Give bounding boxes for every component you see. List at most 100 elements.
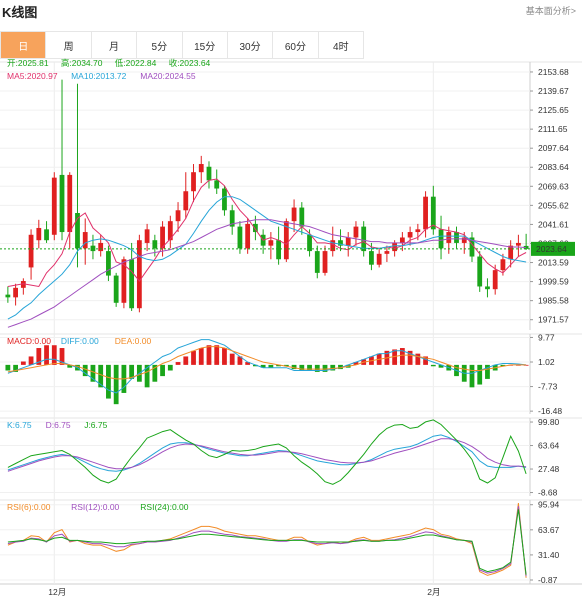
y-tick-label: -7.73 <box>538 382 558 392</box>
macd-bar <box>20 361 26 365</box>
candle-body <box>392 242 398 252</box>
macd-bar <box>314 364 320 372</box>
candle-body <box>469 237 475 257</box>
legend-item: 高:2034.70 <box>61 58 103 68</box>
macd-bar <box>36 348 42 365</box>
y-tick-label: 1999.59 <box>538 277 569 287</box>
candle-body <box>492 270 498 290</box>
macd-bar <box>183 356 189 365</box>
legend-item: MA5:2020.97 <box>7 71 58 81</box>
x-tick-label: 2月 <box>427 587 440 597</box>
macd-bar <box>237 356 243 365</box>
candle-body <box>121 259 127 303</box>
candle-body <box>515 242 521 246</box>
tab-7[interactable]: 4时 <box>333 41 349 53</box>
macd-bar <box>160 364 165 377</box>
tab-1[interactable]: 周 <box>46 32 92 58</box>
legend-item: 收:2023.64 <box>169 58 211 68</box>
candle-body <box>361 226 367 252</box>
last-price-tag <box>531 241 575 256</box>
legend-item: 开:2025.81 <box>7 58 49 68</box>
macd-bar <box>90 364 96 382</box>
macd-bar <box>438 364 444 368</box>
y-tick-label: 2055.62 <box>538 200 569 210</box>
y-tick-label: 1985.58 <box>538 296 569 306</box>
legend-item: DEA:0.00 <box>115 336 152 346</box>
y-tick-label: 2111.65 <box>538 124 568 134</box>
tab-3[interactable]: 5分 <box>137 32 183 58</box>
macd-bar <box>51 345 57 365</box>
candle-body <box>191 172 196 192</box>
macd-bar <box>59 348 65 365</box>
y-tick-label: 63.64 <box>538 441 560 451</box>
macd-bar <box>469 364 475 388</box>
macd-dea-line <box>7 346 527 380</box>
macd-bar <box>222 348 227 365</box>
legend-item: MA10:2013.72 <box>71 71 127 81</box>
macd-bar <box>322 364 328 372</box>
tab-0[interactable]: 日 <box>1 32 47 58</box>
legend-item: K:6.75 <box>7 420 32 430</box>
macd-bar <box>252 364 258 367</box>
candle-body <box>5 294 11 298</box>
macd-bar <box>44 345 49 365</box>
tab-4[interactable]: 15分 <box>183 32 228 58</box>
candle-body <box>136 240 142 309</box>
legend-item: 低:2022.84 <box>115 58 157 68</box>
macd-bar <box>129 364 135 379</box>
candle-body <box>75 213 80 249</box>
macd-bar <box>198 348 204 365</box>
candle-body <box>36 227 42 241</box>
candle-body <box>407 232 413 238</box>
candle-body <box>423 196 428 230</box>
candle-body <box>67 174 73 233</box>
y-tick-label: 31.40 <box>538 550 560 560</box>
y-tick-label: 99.80 <box>538 417 560 427</box>
candle-body <box>214 180 220 189</box>
macd-bar <box>229 353 235 365</box>
macd-bar <box>214 345 220 365</box>
tab-5[interactable]: 30分 <box>228 32 274 58</box>
kdj-k-line <box>7 434 527 472</box>
macd-bar <box>353 362 359 365</box>
y-tick-label: 2097.64 <box>538 143 569 153</box>
macd-bar <box>330 364 336 371</box>
candle-body <box>98 242 104 252</box>
tab-2[interactable]: 月 <box>92 32 138 58</box>
macd-bar <box>98 364 104 388</box>
y-tick-label: 2139.67 <box>538 86 569 96</box>
candle-body <box>13 287 19 298</box>
macd-bar <box>392 349 398 365</box>
macd-bar <box>206 345 212 365</box>
legend-item: MA20:2024.55 <box>140 71 196 81</box>
macd-bar <box>175 362 181 365</box>
ma5-line <box>7 178 527 288</box>
legend-item: DIFF:0.00 <box>61 336 99 346</box>
candle-body <box>82 232 88 249</box>
macd-bar <box>523 364 529 366</box>
macd-bar <box>106 364 111 399</box>
macd-bar <box>260 364 266 368</box>
candle-body <box>485 286 490 290</box>
candle-body <box>245 223 251 249</box>
candle-body <box>415 229 421 233</box>
candle-body <box>222 188 227 211</box>
macd-bar <box>430 364 436 367</box>
y-tick-label: 63.67 <box>538 525 560 535</box>
kdj-d-line <box>7 438 527 472</box>
candle-body <box>523 245 529 249</box>
candle-body <box>446 232 452 243</box>
candle-body <box>20 281 26 288</box>
rsi6-line <box>7 503 527 578</box>
y-tick-label: 2125.65 <box>538 105 569 115</box>
period-tabs: 日周月 5分 15分 30分 60分 4时 <box>0 31 364 59</box>
candle-body <box>345 237 351 246</box>
candle-body <box>314 251 320 273</box>
fundamentals-link[interactable]: 基本面分析> <box>525 6 576 16</box>
tab-6[interactable]: 60分 <box>273 32 319 58</box>
candle-body <box>438 229 444 249</box>
candle-body <box>160 226 165 249</box>
candle-body <box>430 196 436 230</box>
candle-body <box>167 221 173 241</box>
y-tick-label: 27.48 <box>538 464 560 474</box>
